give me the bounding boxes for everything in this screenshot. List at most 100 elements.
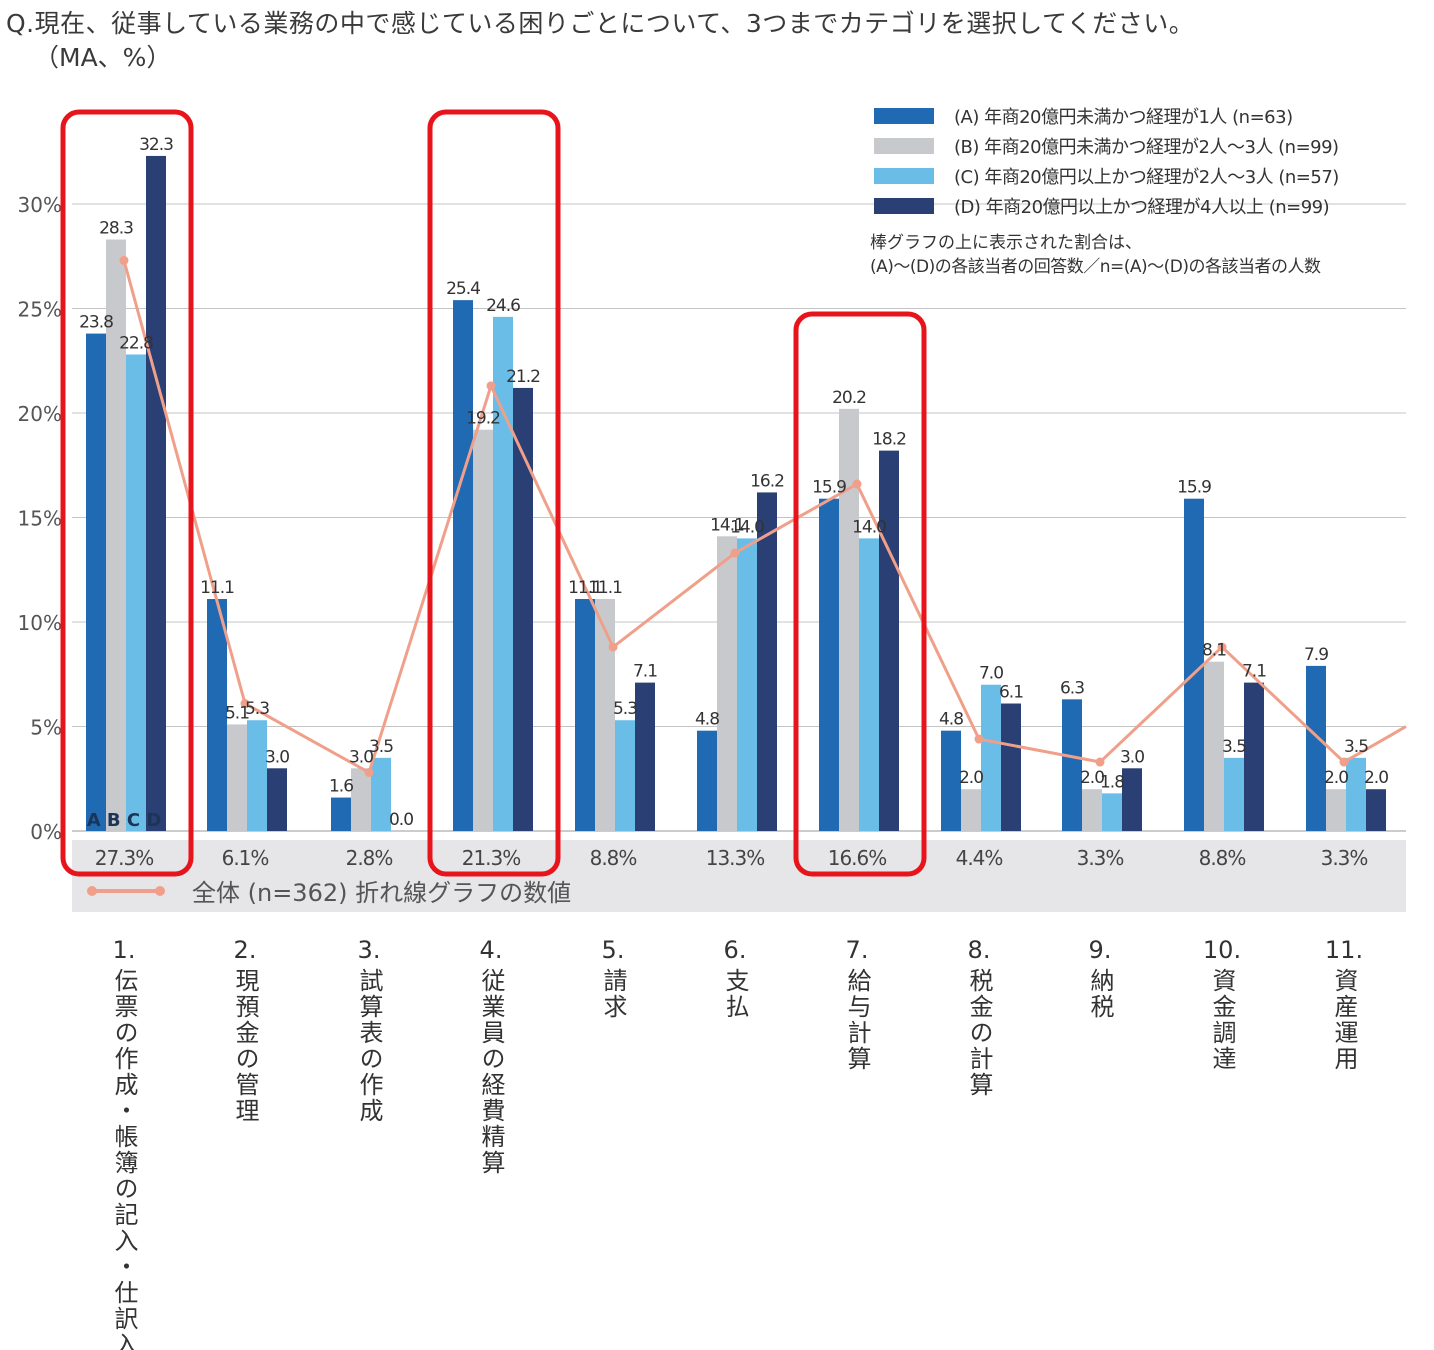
- bar-value-label: 14.1: [710, 515, 744, 535]
- bar-b: [595, 599, 615, 831]
- overall-line-point: [486, 381, 496, 391]
- bar-value-label: 14.0: [730, 517, 764, 537]
- question-note: （MA、%）: [34, 43, 172, 72]
- category-number: 3.: [358, 936, 381, 964]
- category-name: 納税: [1086, 968, 1114, 1020]
- category-number: 4.: [480, 936, 503, 964]
- legend-swatch-a: [874, 108, 934, 124]
- bar-d: [1122, 768, 1142, 831]
- bar-value-label: 3.5: [1222, 737, 1246, 757]
- bar-a: [207, 599, 227, 831]
- bar-value-label: 2.0: [1324, 768, 1348, 788]
- question-text: Q.現在、従事している業務の中で感じている困りごとについて、3つまでカテゴリを選…: [6, 9, 1195, 38]
- bar-value-label: 2.0: [959, 768, 983, 788]
- bar-a: [697, 730, 717, 831]
- overall-line-point: [1339, 757, 1349, 767]
- bar-d: [267, 768, 287, 831]
- bar-value-label: 3.0: [265, 747, 289, 767]
- bar-value-label: 5.3: [613, 699, 637, 719]
- bar-value-label: 3.5: [369, 737, 393, 757]
- bar-a: [453, 300, 473, 831]
- bar-b: [106, 239, 126, 831]
- overall-line-point: [974, 734, 984, 744]
- bar-value-label: 32.3: [139, 135, 173, 155]
- category-number: 6.: [724, 936, 747, 964]
- category-number: 9.: [1089, 936, 1112, 964]
- category-number: 5.: [602, 936, 625, 964]
- overall-value-label: 8.8%: [1199, 846, 1246, 870]
- overall-line-point: [1095, 757, 1105, 767]
- bar-d: [1001, 703, 1021, 831]
- bar-value-label: 11.1: [200, 578, 234, 598]
- legend-label-c: (C) 年商20億円以上かつ経理が2人～3人 (n=57): [954, 167, 1339, 188]
- bar-c: [1346, 757, 1366, 831]
- bar-d: [1244, 682, 1264, 831]
- bar-value-label: 14.0: [852, 517, 886, 537]
- bar-a: [1184, 498, 1204, 831]
- bar-value-label: 2.0: [1080, 768, 1104, 788]
- overall-band: [72, 840, 1406, 912]
- bar-a: [1306, 665, 1326, 831]
- category-number: 2.: [234, 936, 257, 964]
- bar-c: [247, 720, 267, 831]
- y-tick-label: 20%: [18, 402, 62, 426]
- bar-d: [146, 155, 166, 831]
- category-name: 伝票の作成・帳簿の記入・仕訳入力: [110, 968, 138, 1350]
- bar-c: [371, 757, 391, 831]
- bar-c: [1102, 793, 1122, 831]
- bar-c: [126, 354, 146, 831]
- overall-value-label: 27.3%: [95, 846, 154, 870]
- highlight-box: [427, 109, 561, 877]
- line-legend-label: 全体 (n=362) 折れ線グラフの数値: [192, 879, 571, 907]
- y-tick-label: 15%: [18, 507, 62, 531]
- bar-value-label: 4.8: [939, 710, 963, 730]
- bar-a: [575, 599, 595, 831]
- bar-value-label: 23.8: [79, 313, 113, 333]
- category-name: 資金調達: [1208, 968, 1236, 1072]
- overall-value-label: 3.3%: [1077, 846, 1124, 870]
- y-tick-label: 30%: [18, 193, 62, 217]
- bar-value-label: 3.0: [1120, 747, 1144, 767]
- bar-value-label: 21.2: [506, 367, 540, 387]
- bar-c: [493, 316, 513, 831]
- bar-d: [1366, 789, 1386, 831]
- bar-value-label: 20.2: [832, 388, 866, 408]
- overall-line-point: [608, 642, 618, 652]
- bar-value-label: 7.0: [979, 664, 1003, 684]
- line-legend-point: [87, 886, 97, 896]
- overall-line-point: [730, 548, 740, 558]
- category-number: 10.: [1203, 936, 1241, 964]
- category-name: 支払: [721, 968, 749, 1020]
- bar-b: [717, 536, 737, 831]
- bar-value-label: 11.1: [568, 578, 602, 598]
- overall-line-point: [852, 479, 862, 489]
- category-name: 給与計算: [843, 968, 871, 1072]
- category-name: 従業員の経費精算: [477, 968, 505, 1176]
- legend-swatch-c: [874, 168, 934, 184]
- bar-b: [961, 789, 981, 831]
- legend-note-line1: 棒グラフの上に表示された割合は、: [870, 233, 1142, 253]
- bar-c: [615, 720, 635, 831]
- legend-swatch-d: [874, 198, 934, 214]
- legend-label-a: (A) 年商20億円未満かつ経理が1人 (n=63): [954, 107, 1293, 128]
- legend-label-d: (D) 年商20億円以上かつ経理が4人以上 (n=99): [954, 197, 1329, 218]
- category-name: 試算表の作成: [355, 968, 383, 1124]
- category-number: 11.: [1325, 936, 1363, 964]
- bar-value-label: 5.3: [245, 699, 269, 719]
- category-name: 請求: [599, 968, 627, 1020]
- bar-b: [839, 408, 859, 831]
- bar-value-label: 6.3: [1060, 678, 1084, 698]
- bar-value-label: 7.1: [633, 662, 657, 682]
- bar-b: [351, 768, 371, 831]
- legend-note-line2: (A)～(D)の各該当者の回答数／n=(A)～(D)の各該当者の人数: [870, 257, 1321, 277]
- bar-value-label: 3.5: [1344, 737, 1368, 757]
- overall-value-label: 21.3%: [462, 846, 521, 870]
- bar-c: [1224, 757, 1244, 831]
- bar-value-label: 6.1: [999, 683, 1023, 703]
- bar-value-label: 3.0: [349, 747, 373, 767]
- overall-value-label: 2.8%: [346, 846, 393, 870]
- y-tick-label: 10%: [18, 611, 62, 635]
- highlight-box: [793, 311, 927, 877]
- bar-b: [227, 724, 247, 831]
